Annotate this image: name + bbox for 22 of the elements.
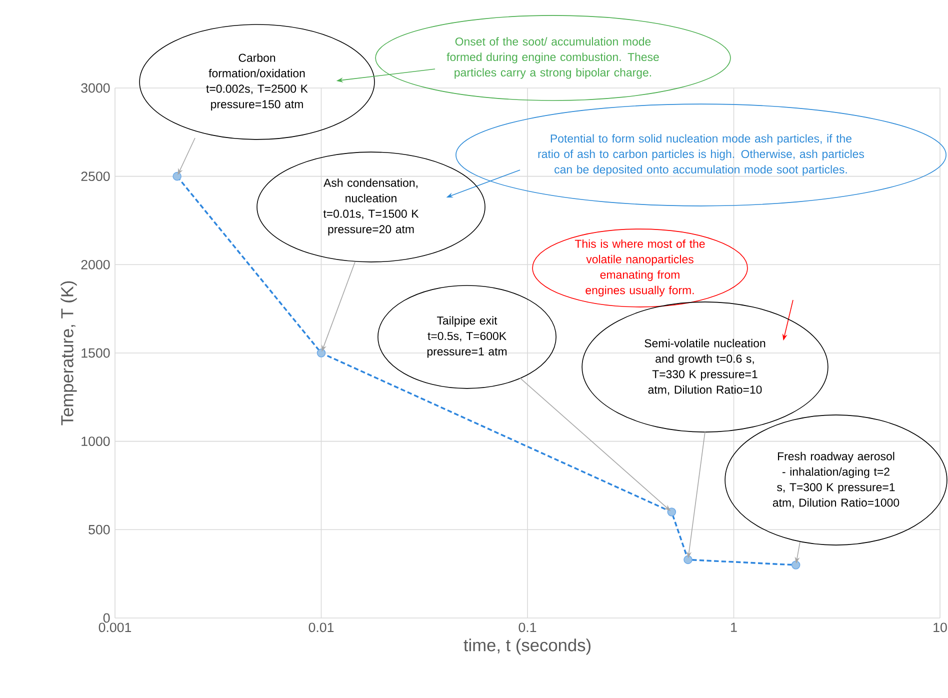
y-tick-label: 3000 [81,83,110,93]
annotation: This is where most of the volatile nanoparticles emanating from engines usually form. [574,239,705,297]
x-tick-label: 0.001 [98,622,132,632]
y-tick-label: 2000 [81,260,110,270]
annotation: Ash condensation, nucleation t=0.01s, T=1500 K pressure=20 atm [323,178,419,236]
x-tick-label: 0.01 [308,622,334,632]
annotation: Potential to form solid nucleation mode ash particles, if the ratio of ash to carbon particles is high. Otherwise, ash particles can be deposited onto accumulation mode soot particles. [538,134,864,176]
annotation: Fresh roadway aerosol - inhalation/aging t=2 s, T=300 K pressure=1 atm, Dilution Ratio=1000 [772,452,900,508]
y-tick-label: 0 [103,613,110,623]
x-tick-label: 1 [731,622,737,632]
x-axis-title: time, t (seconds) [464,638,590,655]
text: Onset of the soot/ accumulation mode formed during engine combustion. These particles carry a strong bipolar charge. [446,37,659,79]
annotation: Semi-volatile nucleation and growth t=0.6 s, T=330 K pressure=1 atm, Dilution Ratio=10 [644,338,766,396]
y-tick-label: 2500 [81,172,110,182]
annotation: Carbon formation/oxidation t=0.002s, T=2500 K pressure=150 atm [206,53,308,111]
x-tick-label: 10 [934,622,947,632]
x-tick-label: 0.1 [518,622,536,632]
y-tick-label: 1000 [82,436,110,446]
annotation: Tailpipe exit t=0.5s, T=600K pressure=1 atm [427,316,507,358]
y-axis-title: Temperature, T (K) [60,281,77,426]
y-tick-label: 1500 [82,348,110,358]
y-tick-label: 500 [88,524,110,534]
